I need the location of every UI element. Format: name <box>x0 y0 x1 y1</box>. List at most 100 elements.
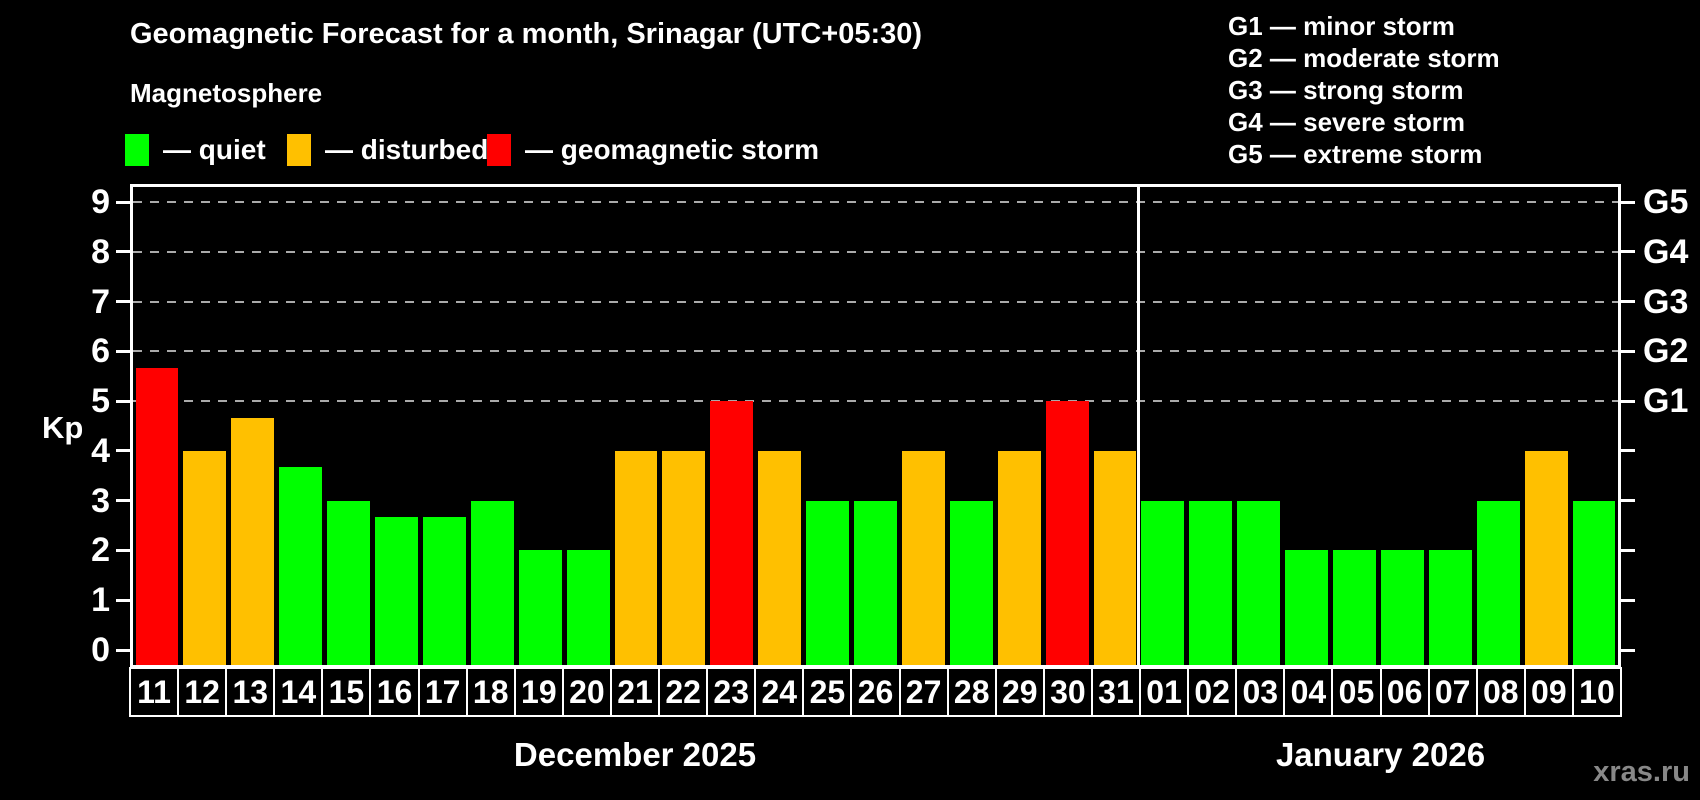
kp-bar-day-02 <box>1189 500 1233 665</box>
g-legend-line: G4 — severe storm <box>1228 107 1466 137</box>
kp-bar-day-23 <box>710 401 754 665</box>
y-tick-right-1 <box>1621 598 1635 602</box>
y-tick-left-5 <box>116 399 130 403</box>
kp-bar-day-26 <box>854 500 897 665</box>
disturbed-color-swatch <box>287 134 311 166</box>
day-label-08: 08 <box>1475 667 1526 717</box>
g-legend-line: G1 — minor storm <box>1228 11 1455 41</box>
y-tick-right-2 <box>1621 548 1635 552</box>
legend-item-disturbed: — disturbed <box>287 132 488 168</box>
day-label-16: 16 <box>369 667 420 717</box>
kp-bar-day-06 <box>1380 550 1424 665</box>
kp-bar-day-03 <box>1237 500 1281 665</box>
day-label-10: 10 <box>1571 667 1622 717</box>
day-label-02: 02 <box>1187 667 1238 717</box>
day-label-01: 01 <box>1139 667 1190 717</box>
g-legend-line: G2 — moderate storm <box>1228 43 1500 73</box>
y-tick-label-4: 4 <box>91 431 110 470</box>
day-label-06: 06 <box>1379 667 1430 717</box>
kp-bar-day-20 <box>566 550 610 665</box>
gridline-kp5 <box>133 400 1618 403</box>
quiet-color-swatch <box>125 134 149 166</box>
kp-bar-day-01 <box>1141 500 1185 665</box>
kp-bar-day-07 <box>1428 550 1472 665</box>
legend-item-label: — disturbed <box>325 134 489 165</box>
day-label-17: 17 <box>417 667 468 717</box>
y-tick-left-6 <box>116 349 130 353</box>
kp-bar-day-29 <box>997 450 1041 665</box>
y-tick-left-2 <box>116 548 130 552</box>
kp-bar-day-31 <box>1093 450 1137 665</box>
gridline-kp8 <box>133 250 1618 253</box>
kp-bar-day-19 <box>518 550 562 665</box>
day-label-30: 30 <box>1042 667 1093 717</box>
kp-bar-day-27 <box>901 450 945 665</box>
day-label-19: 19 <box>513 667 564 717</box>
y-tick-left-3 <box>116 499 130 503</box>
g-scale-legend: G1 — minor storm G2 — moderate storm G3 — … <box>1228 10 1500 170</box>
kp-bar-day-09 <box>1524 450 1568 665</box>
y-tick-left-4 <box>116 449 130 453</box>
legend-item-label: — geomagnetic storm <box>525 134 820 165</box>
day-label-26: 26 <box>850 667 901 717</box>
kp-bar-day-18 <box>470 500 514 665</box>
day-label-07: 07 <box>1427 667 1478 717</box>
g-scale-label-G5: G5 <box>1643 183 1689 221</box>
day-label-25: 25 <box>802 667 853 717</box>
day-label-14: 14 <box>273 667 324 717</box>
y-tick-label-1: 1 <box>91 581 110 620</box>
day-label-31: 31 <box>1090 667 1142 717</box>
kp-bar-day-25 <box>806 500 850 665</box>
y-tick-label-9: 9 <box>91 183 110 221</box>
day-label-28: 28 <box>946 667 997 717</box>
day-label-04: 04 <box>1283 667 1334 717</box>
gridline-kp9 <box>133 201 1618 203</box>
kp-bar-day-22 <box>662 450 706 665</box>
kp-bar-day-21 <box>614 450 658 665</box>
gridline-kp7 <box>133 300 1618 303</box>
kp-bar-day-10 <box>1572 500 1616 665</box>
day-label-20: 20 <box>561 667 612 717</box>
g-scale-label-G3: G3 <box>1643 282 1689 321</box>
y-tick-label-5: 5 <box>91 382 110 421</box>
kp-bar-day-11 <box>135 367 179 665</box>
day-label-21: 21 <box>609 667 661 717</box>
day-label-12: 12 <box>177 667 228 717</box>
y-tick-left-8 <box>116 250 130 254</box>
storm-color-swatch <box>487 134 511 166</box>
kp-bar-day-08 <box>1476 500 1520 665</box>
y-tick-label-6: 6 <box>91 332 110 371</box>
kp-bar-day-05 <box>1333 550 1376 665</box>
kp-bar-day-12 <box>183 450 227 665</box>
month-separator <box>1137 187 1141 665</box>
day-label-22: 22 <box>658 667 709 717</box>
g-scale-label-G4: G4 <box>1643 232 1689 271</box>
day-label-29: 29 <box>994 667 1045 717</box>
kp-bar-day-17 <box>422 517 466 665</box>
kp-bar-day-16 <box>375 517 418 665</box>
day-label-24: 24 <box>754 667 805 717</box>
day-label-03: 03 <box>1235 667 1286 717</box>
day-label-11: 11 <box>129 667 180 717</box>
day-label-23: 23 <box>706 667 757 717</box>
y-axis-title: Kp <box>42 410 84 445</box>
kp-bar-day-30 <box>1045 401 1089 665</box>
y-tick-right-8 <box>1621 250 1635 254</box>
day-label-09: 09 <box>1523 667 1574 717</box>
plot-area <box>130 184 1621 668</box>
chart-title: Geomagnetic Forecast for a month, Srinag… <box>130 18 923 50</box>
day-label-18: 18 <box>465 667 516 717</box>
y-tick-right-5 <box>1621 399 1635 403</box>
y-tick-right-6 <box>1621 349 1635 353</box>
day-label-13: 13 <box>225 667 276 717</box>
y-tick-left-9 <box>116 200 130 204</box>
kp-bar-day-15 <box>327 500 370 665</box>
g-legend-line: G3 — strong storm <box>1228 75 1464 105</box>
gridline-kp6 <box>133 350 1618 353</box>
legend-item-label: — quiet <box>163 134 266 165</box>
month-label: January 2026 <box>1275 736 1486 773</box>
g-scale-label-G2: G2 <box>1643 332 1689 371</box>
chart-subtitle: Magnetosphere <box>130 78 323 108</box>
y-tick-right-0 <box>1621 648 1635 652</box>
